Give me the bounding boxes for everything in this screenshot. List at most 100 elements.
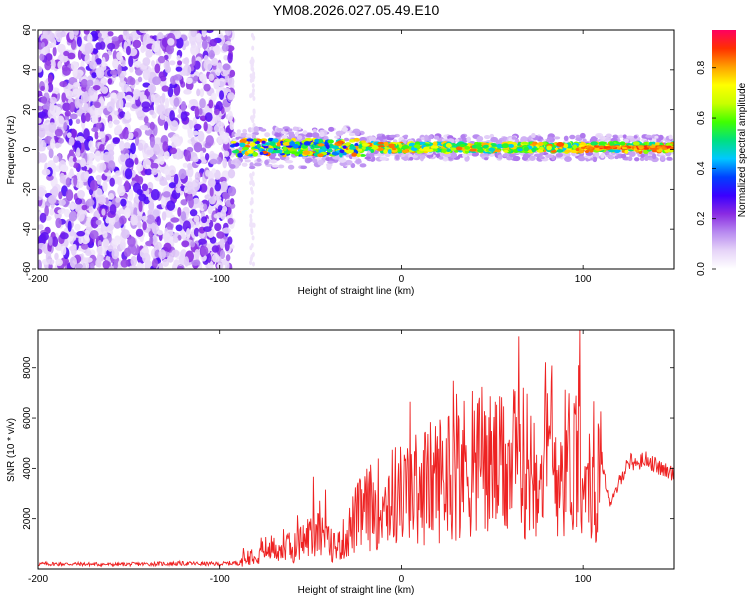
heatmap-signal-cell [432,141,438,146]
heatmap-noise-cell [51,236,59,248]
heatmap-noise-cell [111,238,121,245]
heatmap-noise-cell [38,127,46,138]
heatmap-halo-cell [629,137,636,142]
heatmap-signal-cell [289,141,296,146]
heatmap-signal-cell [613,148,621,153]
heatmap-streak-cell [249,93,253,99]
heatmap-noise-cell [214,169,221,181]
snr-y-ticks: 2000 4000 6000 8000 [22,356,674,530]
heatmap-halo-cell [245,133,253,137]
heatmap-noise-cell [171,249,180,258]
heatmap-noise-cell [199,88,205,98]
heatmap-halo-cell [640,153,645,158]
y-tick-label: 40 [22,64,33,76]
heatmap-noise-cell [100,77,108,85]
heatmap-noise-cell [67,220,72,232]
heatmap-noise-cell [152,234,158,246]
x-tick-label: 0 [399,574,405,585]
heatmap-noise-cell [214,222,222,232]
heatmap-noise-cell [101,56,106,68]
colorbar-tick-label: 0.8 [696,60,707,74]
heatmap-noise-cell [208,193,217,205]
heatmap-signal-cell [357,148,363,152]
heatmap-streak-cell [252,122,256,128]
heatmap-noise-cell [50,138,56,150]
heatmap-noise-cell [177,265,184,269]
heatmap-halo-cell [605,154,613,158]
heatmap-signal-cell [590,141,599,146]
heatmap-halo-cell [666,156,673,161]
heatmap-noise-cell [134,94,139,101]
heatmap-noise-cell [39,53,45,61]
heatmap-noise-cell [185,77,193,85]
colorbar-ticks: 0.0 0.2 0.4 0.6 0.8 [696,60,716,276]
heatmap-halo-cell [427,134,433,140]
heatmap-signal-cell [361,140,366,144]
heatmap-noise-cell [94,105,103,118]
heatmap-halo-cell [520,136,528,143]
heatmap-noise-cell [161,92,166,103]
heatmap-halo-cell [495,139,503,146]
heatmap-noise-cell [102,239,110,247]
heatmap-noise-cell [49,96,57,105]
heatmap-halo-cell [277,164,285,169]
heatmap-noise-cell [181,240,190,248]
heatmap-noise-cell [85,216,93,228]
heatmap-signal-cell [239,142,246,148]
heatmap-halo-cell [627,156,633,162]
heatmap-halo-cell [251,134,256,140]
heatmap-streak-cell [252,96,256,102]
heatmap-noise-cell [167,165,177,177]
heatmap-noise-cell [124,180,130,192]
heatmap-signal-cell [359,154,366,157]
colorbar: 0.0 0.2 0.4 0.6 0.8 Normalized spectral ampl… [696,30,748,276]
heatmap-noise-cell [170,217,180,223]
heatmap-signal-cell [349,146,357,150]
heatmap-noise-cell [38,105,43,112]
heatmap-noise-cell [97,196,107,205]
heatmap-signal-cell [507,141,516,145]
heatmap-streak-cell [251,222,255,228]
heatmap-noise-cell [199,73,207,83]
heatmap-noise-cell [90,216,99,229]
heatmap-signal-cell [441,148,447,153]
heatmap-noise-cell [114,170,122,177]
heatmap-noise-cell [132,182,142,194]
heatmap-noise-cell [101,208,106,216]
heatmap-halo-cell [355,158,362,164]
heatmap-noise-cell [121,59,126,68]
colorbar-bar [712,30,736,269]
heatmap-noise-cell [193,75,199,82]
heatmap-noise-cell [224,261,230,269]
heatmap-streak-cell [252,35,256,41]
heatmap-noise-cell [150,162,159,170]
heatmap-halo-cell [575,137,583,142]
heatmap-halo-cell [311,132,320,139]
heatmap-signal-cell [564,149,572,153]
heatmap-signal-cell [327,139,334,144]
heatmap-halo-cell [369,152,375,158]
heatmap-noise-cell [199,98,206,109]
heatmap-noise-cell [160,114,166,121]
heatmap-noise-cell [116,51,123,61]
heatmap-noise-cell [193,215,200,223]
heatmap-noise-cell [38,186,45,198]
heatmap-signal-cell [342,145,347,149]
colorbar-label: Normalized spectral amplitude [737,82,748,217]
heatmap-peak-cell [621,146,627,150]
heatmap-noise-cell [81,235,90,245]
heatmap-signal-cell [237,152,243,158]
heatmap-noise-cell [229,69,236,78]
heatmap-noise-cell [65,177,71,188]
heatmap-halo-cell [476,135,484,142]
heatmap-noise-cell [183,89,192,95]
heatmap-noise-cell [172,237,179,243]
heatmap-noise-cell [175,37,184,49]
heatmap-signal-cell [388,143,395,149]
heatmap-halo-cell [600,153,605,159]
heatmap-halo-cell [464,155,470,162]
heatmap-noise-cell [151,258,158,269]
x-tick-label: -200 [28,574,48,585]
heatmap-noise-cell [38,224,44,230]
heatmap-noise-cell [117,63,122,76]
